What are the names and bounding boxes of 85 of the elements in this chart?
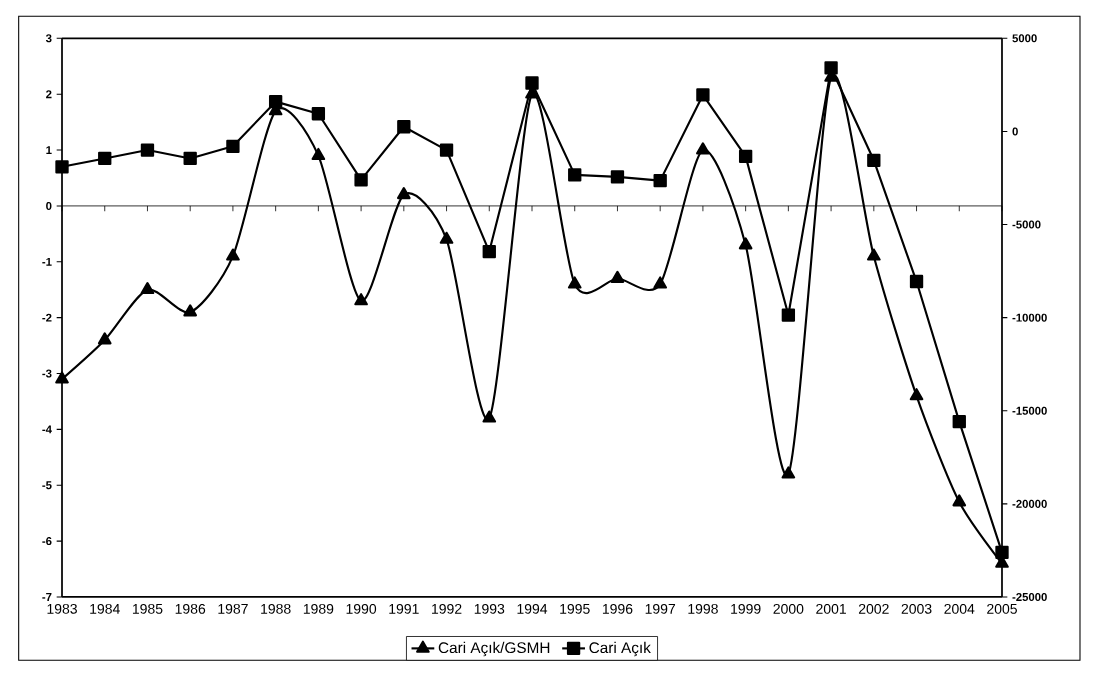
y2-tick-label: -25000 [1012, 592, 1047, 601]
point [653, 173, 667, 188]
legend-label: Cari Açık/GSMH [438, 641, 550, 657]
x-tick-label: 1999 [731, 603, 761, 614]
y-tick-label: 3 [45, 34, 52, 43]
point [226, 139, 240, 154]
point [568, 168, 582, 182]
point [525, 76, 539, 90]
x-tick-label: 2000 [773, 603, 804, 614]
x-tick-label: 1991 [389, 603, 419, 614]
y2-tick-label: -20000 [1012, 499, 1047, 508]
point [909, 274, 924, 289]
point [952, 414, 966, 429]
x-tick-label: 2005 [987, 603, 1017, 614]
y2-tick-label: 0 [1012, 127, 1018, 136]
y-tick-label: -3 [42, 369, 52, 378]
x-tick-label: 1998 [688, 603, 718, 614]
point [696, 88, 710, 102]
x-tick-label: 2002 [858, 603, 889, 614]
point [995, 545, 1009, 559]
x-tick-label: 1989 [303, 603, 334, 614]
point [867, 153, 881, 167]
point [397, 120, 411, 134]
x-tick-label: 2003 [901, 603, 932, 614]
x-tick-label: 1986 [175, 603, 206, 614]
point [183, 151, 197, 166]
point [781, 466, 796, 479]
point [824, 61, 838, 75]
point [738, 149, 753, 164]
y-tick-label: -6 [42, 537, 52, 546]
x-tick-label: 1990 [346, 603, 377, 614]
y2-tick-label: -15000 [1012, 406, 1047, 415]
x-tick-label: 1987 [218, 603, 248, 614]
x-tick-label: 1988 [261, 603, 291, 614]
point [396, 187, 411, 200]
point [354, 293, 368, 306]
point [311, 107, 326, 121]
point [354, 173, 368, 187]
x-tick-label: 1992 [432, 603, 462, 614]
point [55, 371, 69, 384]
point [610, 270, 625, 283]
x-tick-label: 2001 [816, 603, 846, 614]
x-tick-label: 1997 [645, 603, 676, 614]
x-tick-label: 1996 [602, 603, 633, 614]
point [738, 237, 753, 250]
point [567, 276, 582, 289]
point [140, 143, 155, 157]
point [439, 143, 454, 157]
y-tick-label: -4 [42, 425, 52, 434]
point [183, 304, 198, 317]
point [268, 94, 283, 109]
point [482, 244, 496, 259]
point [55, 160, 69, 174]
point [140, 281, 155, 295]
x-tick-label: 1984 [90, 603, 120, 614]
legend-label: Cari Açık [589, 641, 651, 657]
point [909, 388, 924, 401]
y-tick-label: -7 [42, 593, 52, 601]
point [98, 151, 112, 166]
point [781, 308, 796, 322]
y2-tick-label: -10000 [1012, 313, 1047, 322]
point [610, 170, 625, 184]
point [439, 231, 454, 244]
point [866, 248, 881, 261]
y-tick-label: -2 [42, 313, 52, 322]
y-tick-label: 2 [46, 90, 52, 99]
x-tick-label: 1985 [132, 603, 163, 614]
point [97, 332, 112, 345]
x-tick-label: 1995 [560, 603, 590, 614]
point [653, 276, 668, 289]
point [311, 147, 326, 161]
point [482, 410, 497, 423]
point [696, 142, 710, 155]
point [226, 248, 240, 261]
point [952, 494, 967, 507]
y-tick-label: -5 [42, 481, 52, 490]
x-tick-label: 1983 [47, 603, 77, 614]
x-tick-label: 1993 [474, 603, 505, 614]
y2-tick-label: -5000 [1012, 220, 1041, 229]
y-tick-label: -1 [42, 257, 52, 266]
x-tick-label: 2004 [944, 603, 975, 614]
x-tick-label: 1994 [517, 603, 548, 614]
y2-tick-label: 5000 [1012, 34, 1037, 43]
y-tick-label: 0 [46, 201, 52, 210]
y-tick-label: 1 [46, 146, 52, 154]
